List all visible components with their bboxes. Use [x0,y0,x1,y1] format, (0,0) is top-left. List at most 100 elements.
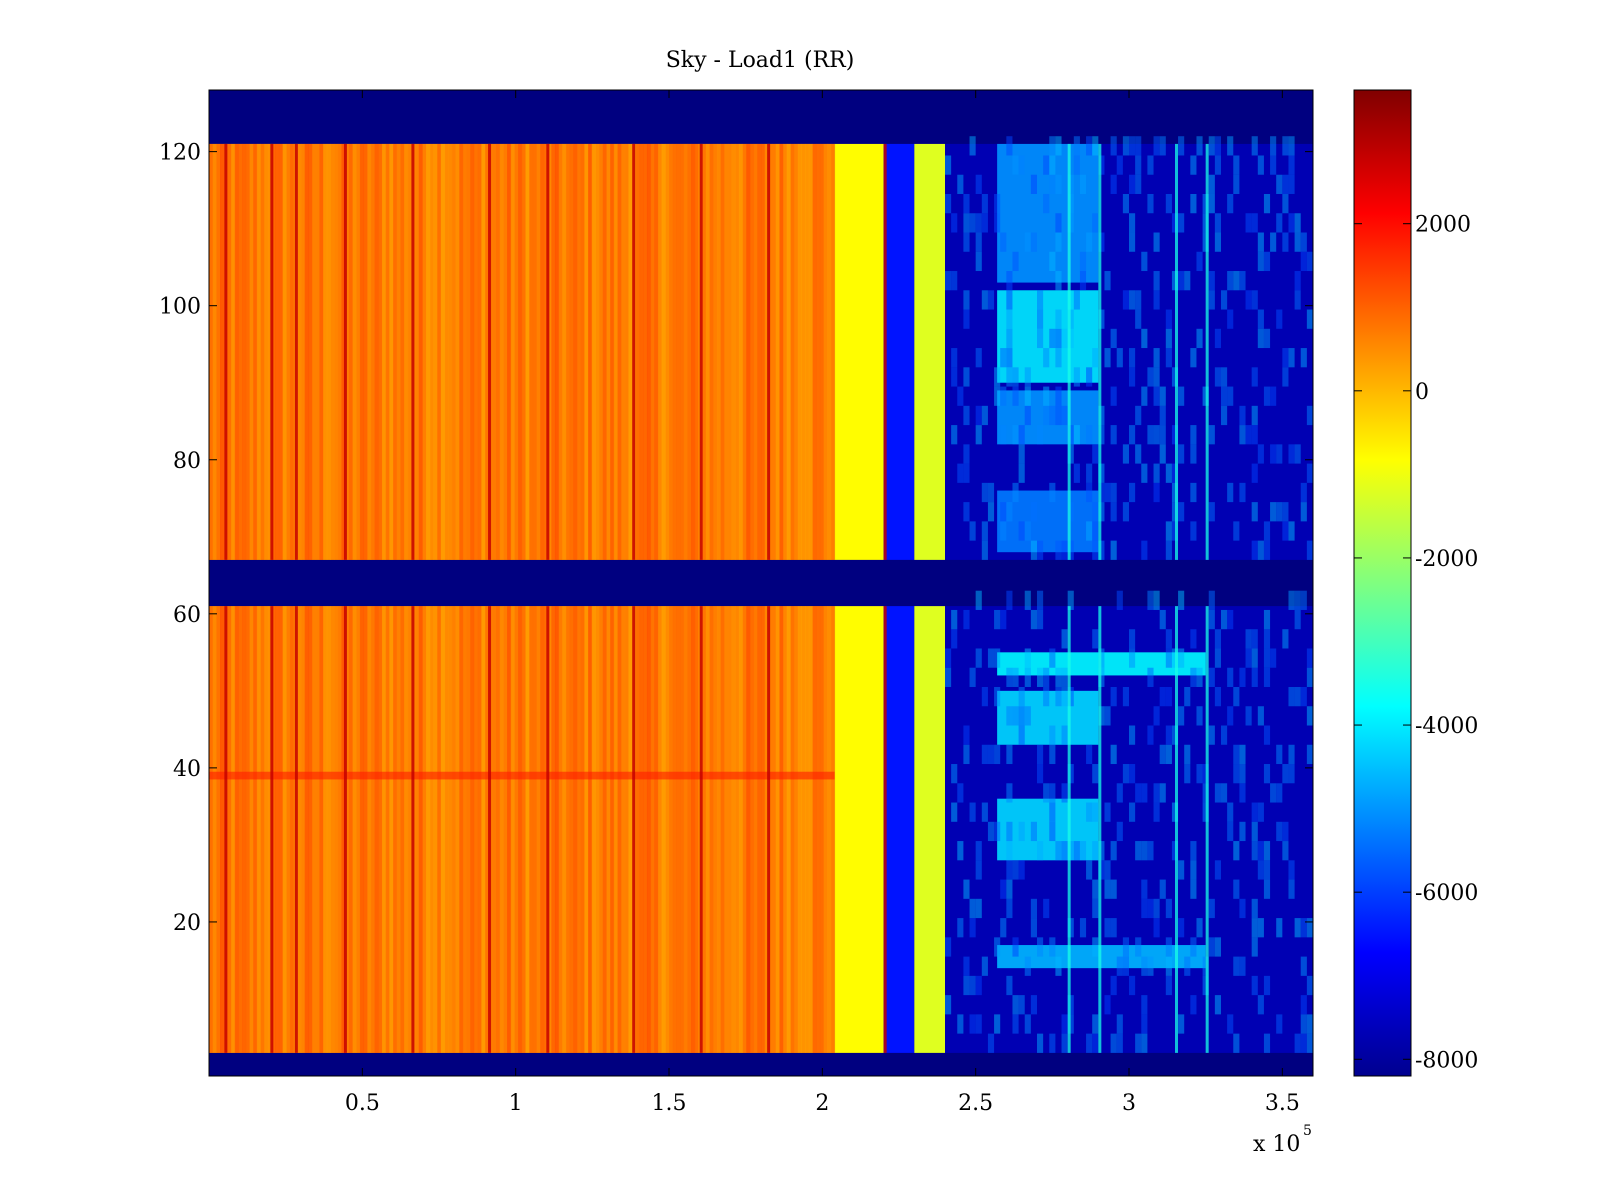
heatmap-texture-column [536,606,541,1053]
heatmap-texture-column [245,606,250,1053]
heatmap-speckle [1300,232,1307,252]
heatmap-speckle [1147,667,1154,687]
colorbar-tick-label: -2000 [1415,547,1478,572]
heatmap-texture-column [702,143,707,560]
heatmap-texture-column [496,143,501,560]
heatmap-speckle [1263,609,1271,630]
heatmap-speckle [1024,648,1031,668]
heatmap-speckle [1251,937,1258,957]
colorbar-tick-label: -4000 [1415,714,1478,739]
heatmap-speckle [987,648,995,668]
heatmap-speckle [1165,725,1172,745]
heatmap-speckle [1141,841,1148,861]
heatmap-speckle [1208,271,1215,291]
heatmap-speckle [1012,995,1019,1015]
heatmap-texture-column [543,143,549,560]
heatmap-speckle [1055,667,1062,687]
heatmap-speckle [1006,841,1013,861]
heatmap-speckle [1276,821,1283,842]
heatmap-speckle [1024,367,1031,387]
heatmap-speckle [1214,155,1221,175]
heatmap-speckle [1122,193,1129,214]
heatmap-speckle [1239,744,1246,765]
heatmap-speckle [1110,841,1117,861]
heatmap-speckle [994,744,1001,765]
heatmap-texture-column [805,143,810,560]
heatmap-speckle [1300,918,1307,938]
x-tick-label: 0.5 [345,1091,380,1116]
heatmap-speckle [963,213,970,233]
heatmap-texture-column [404,606,409,1053]
heatmap-speckle [1159,744,1166,765]
colorbar-axis: 2000 0 -2000 -4000 -6000 -8000 [1354,213,1478,1073]
heatmap-speckle [1129,367,1136,387]
heatmap-texture-column [580,606,585,1053]
heatmap-texture-column [231,143,236,560]
heatmap-speckle [1276,918,1283,938]
heatmap-texture-column [691,606,696,1053]
heatmap-texture-column [584,143,589,560]
heatmap-speckle [1037,609,1044,630]
heatmap-dark-column-2 [294,606,298,1053]
heatmap-speckle [1086,860,1093,880]
heatmap-speckle [1110,136,1117,156]
heatmap-speckle [1086,521,1093,541]
heatmap-texture-column [510,606,515,1053]
heatmap-speckle [1043,667,1050,687]
heatmap-speckle [1153,482,1160,503]
heatmap-speckle [1233,174,1240,194]
heatmap-speckle [1067,174,1074,194]
heatmap-texture-column [764,143,769,560]
heatmap-speckle [1110,386,1117,406]
heatmap-texture-column [547,143,552,560]
heatmap-speckle [1263,764,1271,784]
heatmap-speckle [1049,744,1056,765]
heatmap-speckle [1294,609,1301,630]
heatmap-speckle [1147,590,1154,610]
heatmap-texture-column [532,143,538,560]
heatmap-speckle [1055,174,1062,194]
heatmap-speckle [1245,213,1252,233]
heatmap-speckle [1049,821,1056,842]
heatmap-speckle [1043,783,1050,803]
heatmap-speckle [1190,937,1197,957]
heatmap-speckle [1239,956,1246,976]
heatmap-speckle [1165,540,1172,560]
heatmap-texture-column [451,143,457,560]
heatmap-speckle [1061,667,1068,687]
heatmap-texture-column [624,143,630,560]
heatmap-texture-column [315,606,320,1053]
heatmap-speckle [1251,898,1258,919]
heatmap-texture-column [422,606,427,1053]
heatmap-speckle [951,348,958,368]
heatmap-speckle [994,367,1001,387]
heatmap-texture-column [823,143,828,560]
heatmap-texture-column [705,606,710,1053]
heatmap-texture-column [529,606,534,1053]
heatmap-speckle [1079,251,1087,272]
heatmap-speckle [1049,136,1056,156]
heatmap-speckle [1141,1033,1148,1053]
heatmap-speckle [1294,213,1301,233]
heatmap-speckle [1251,802,1258,822]
heatmap-speckle [1012,706,1019,726]
heatmap-speckle [1300,1033,1307,1053]
heatmap-speckle [1086,232,1093,252]
heatmap-speckle [1190,482,1197,503]
heatmap-speckle [1251,213,1258,233]
heatmap-speckle [1153,136,1160,156]
heatmap-speckle [1079,271,1087,291]
heatmap-speckle [1104,706,1111,726]
heatmap-speckle [1122,444,1129,464]
heatmap-texture-column [738,606,744,1053]
heatmap-speckle [975,348,982,368]
heatmap-speckle [1196,667,1203,687]
heatmap-texture-column [319,143,324,560]
heatmap-speckle [1288,590,1295,610]
heatmap-speckle [1165,898,1172,919]
heatmap-speckle [1178,136,1185,156]
heatmap-speckle [1110,744,1117,765]
heatmap-speckle [1178,648,1185,668]
heatmap-speckle [1129,348,1136,368]
heatmap-texture-column [749,606,755,1053]
